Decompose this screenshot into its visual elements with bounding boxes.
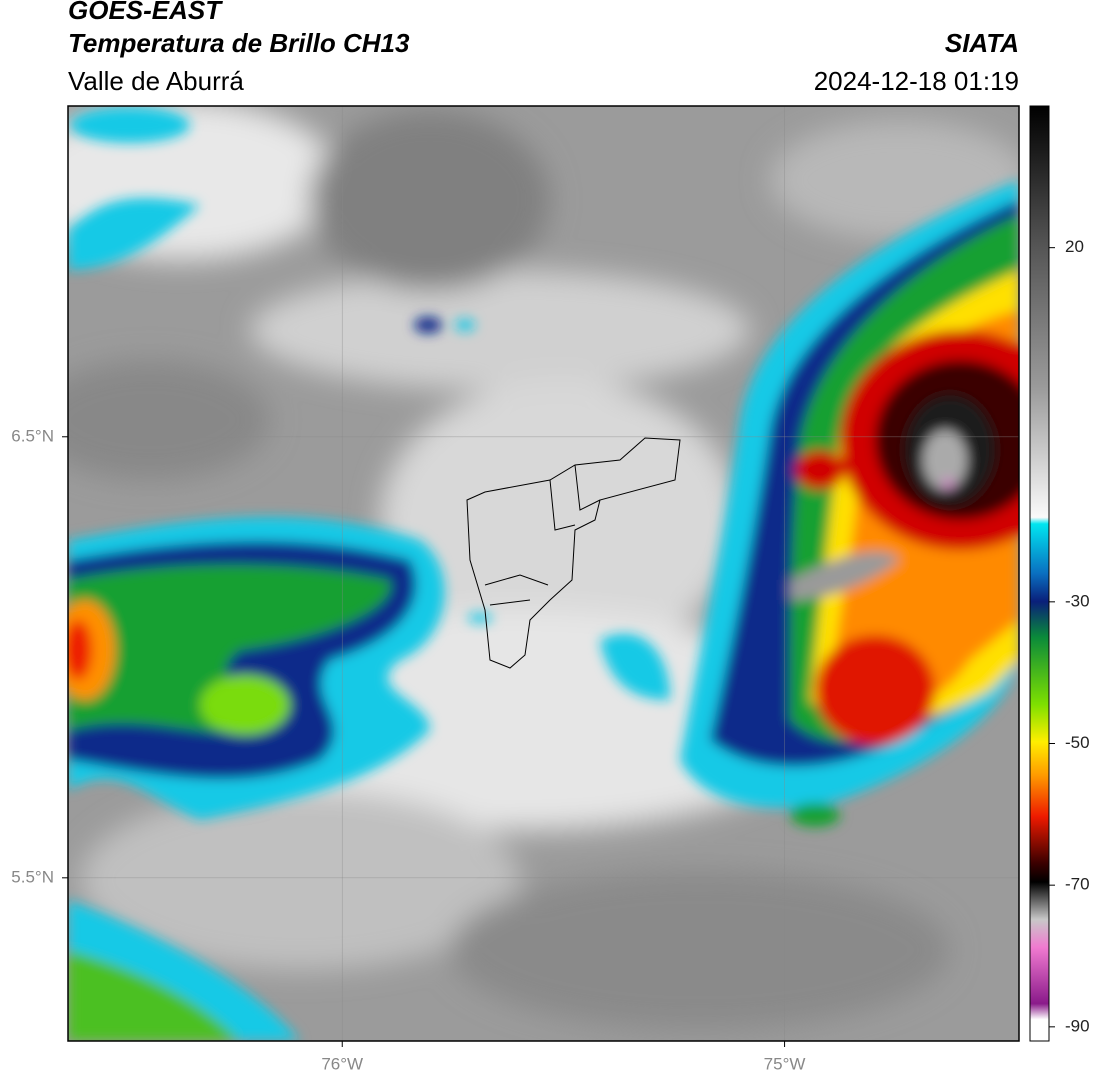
title: GOES-EAST xyxy=(68,0,223,25)
lat-label: 6.5°N xyxy=(11,426,54,445)
colorbar-label: -50 xyxy=(1065,733,1090,752)
colorbar-label: -70 xyxy=(1065,875,1090,894)
colorbar xyxy=(1029,105,1050,1042)
source: SIATA xyxy=(945,28,1019,58)
lon-label: 76°W xyxy=(321,1054,363,1073)
grid xyxy=(68,106,1019,1041)
region: Valle de Aburrá xyxy=(68,66,244,96)
lon-label: 75°W xyxy=(764,1054,806,1073)
map-frame xyxy=(67,105,1020,1042)
colorbar-label: -90 xyxy=(1065,1016,1090,1035)
colorbar-label: 20 xyxy=(1065,237,1084,256)
colorbar-label: -30 xyxy=(1065,591,1090,610)
satellite-image xyxy=(68,106,1019,1041)
lat-label: 5.5°N xyxy=(11,867,54,886)
subtitle: Temperatura de Brillo CH13 xyxy=(68,28,410,58)
datetime: 2024-12-18 01:19 xyxy=(814,66,1019,96)
